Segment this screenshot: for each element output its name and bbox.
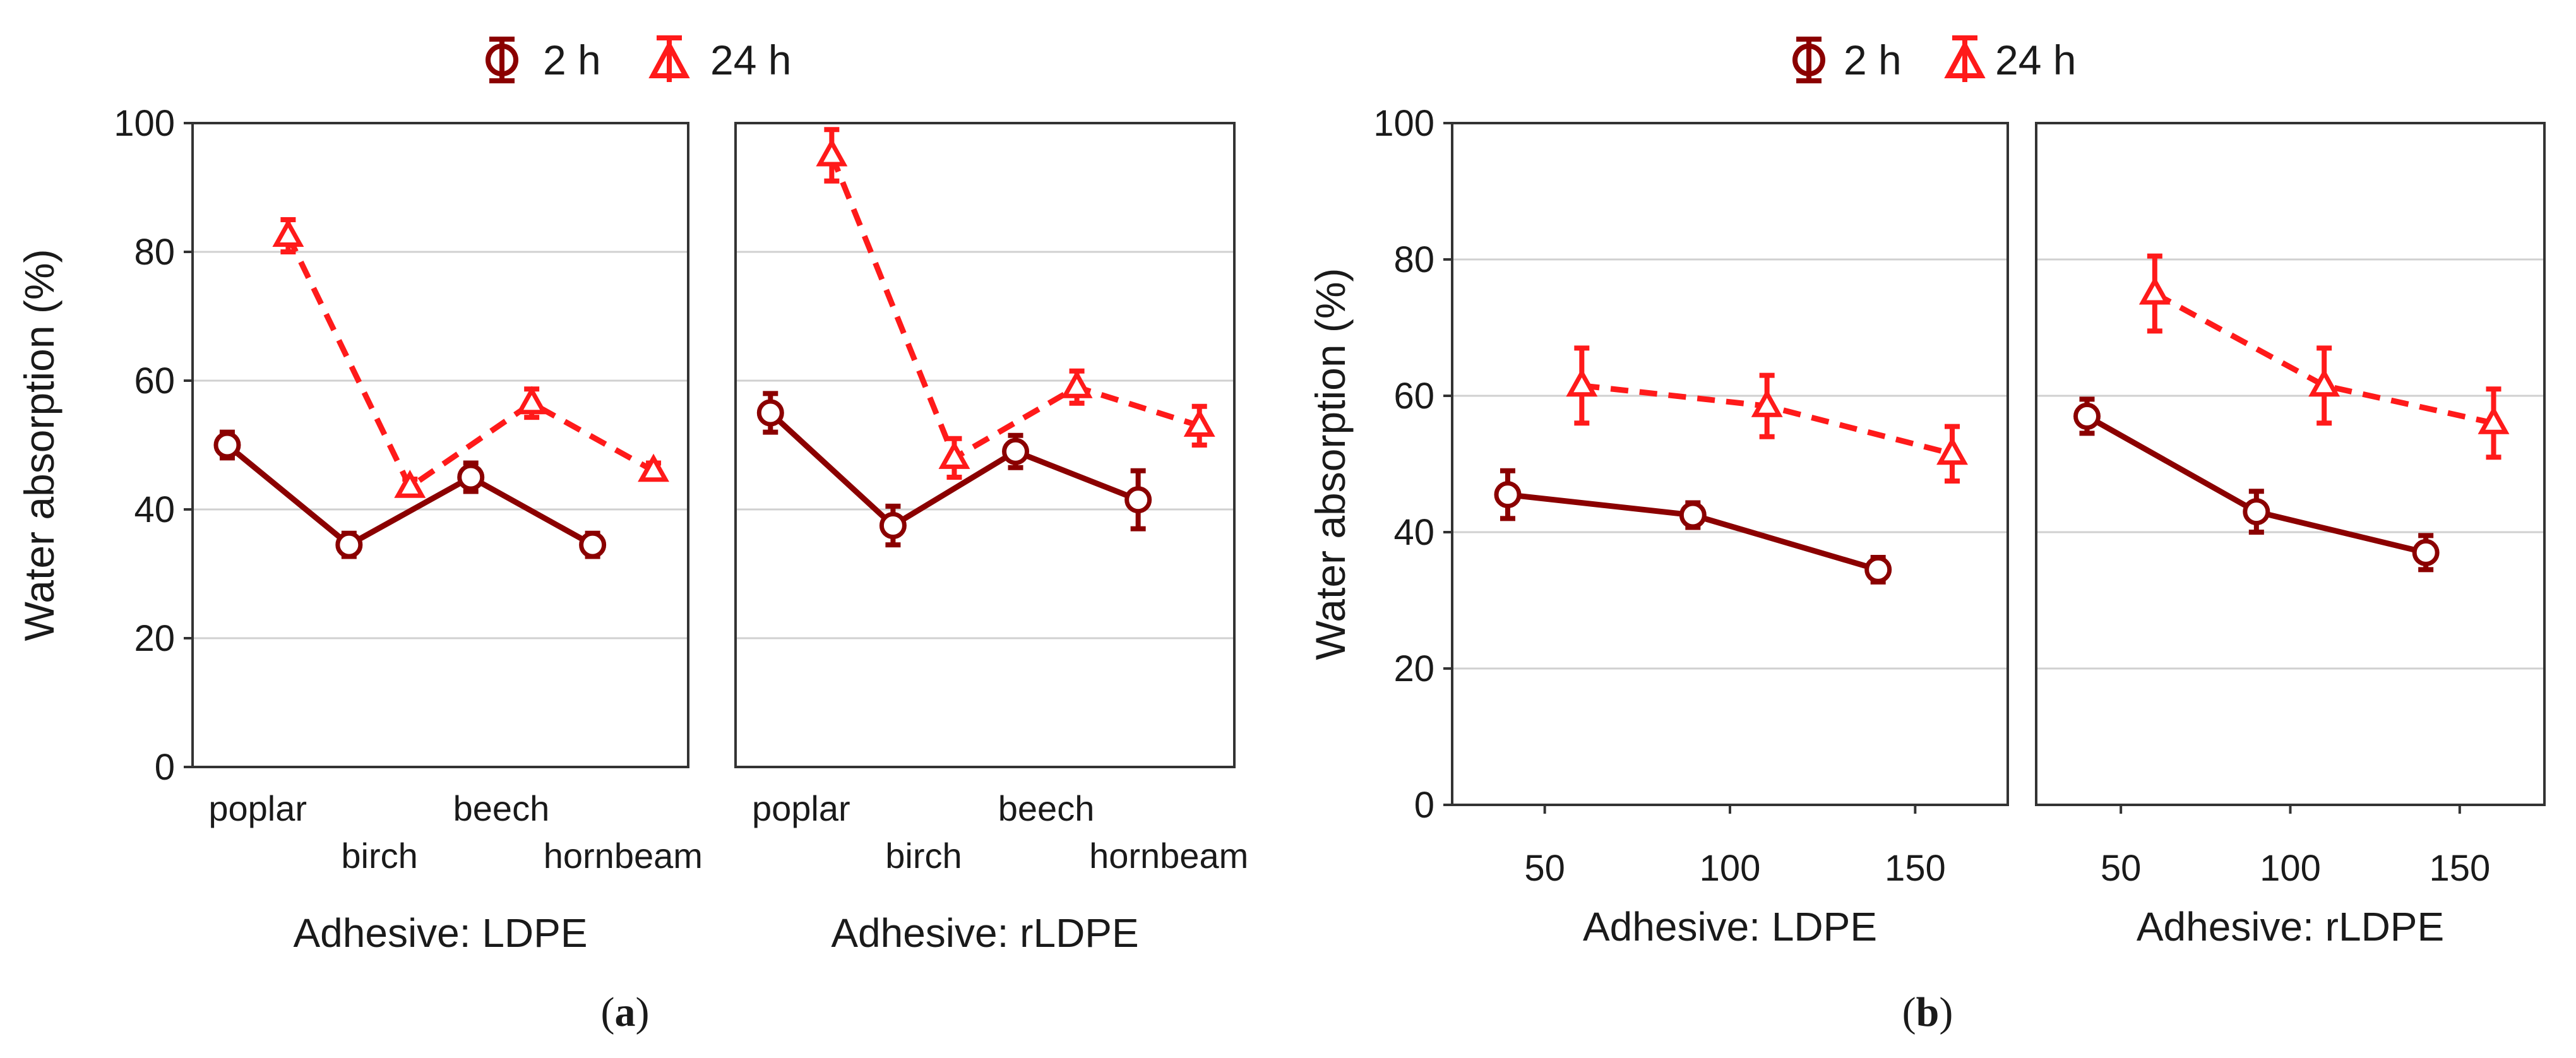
panel-b-ldpe: 0 20 40 60 80 100 Water absorption (%) 50 100 150… <box>1307 103 2009 949</box>
x-category-label: poplar <box>208 788 307 828</box>
data-point-24h <box>816 138 848 167</box>
legend-a: 2 h 24 h <box>486 35 791 83</box>
legend-a-24h-marker <box>648 35 690 82</box>
data-point-24h <box>2138 276 2171 305</box>
x-tick-label: 150 <box>2429 848 2490 889</box>
panel-b-rldpe: 50 100 150 Adhesive: rLDPE <box>2035 122 2546 949</box>
x-category-label: birch <box>341 836 417 876</box>
data-point-24h <box>1751 389 1783 417</box>
caption-b-letter: b <box>1916 989 1940 1035</box>
y-tick-label: 80 <box>1393 239 1434 280</box>
data-point-2h <box>579 531 607 559</box>
data-point-24h <box>272 218 304 247</box>
x-tick-label: 100 <box>2260 848 2321 889</box>
y-tick-label: 100 <box>1373 103 1434 144</box>
data-point-2h <box>1002 437 1030 465</box>
series-line-24h <box>2153 291 2495 426</box>
x-axis-label: Adhesive: rLDPE <box>2137 904 2444 949</box>
data-point-24h <box>938 441 970 469</box>
legend-b-2h-marker <box>1792 37 1825 83</box>
caption-b: (b) <box>1902 989 1953 1035</box>
data-point-2h <box>1864 556 1892 583</box>
series-line-2h <box>768 410 1140 528</box>
series-line-2h <box>225 443 594 548</box>
y-tick-label: 0 <box>155 747 175 788</box>
x-axis-label: Adhesive: LDPE <box>1583 904 1877 949</box>
series-line-24h <box>285 234 655 490</box>
series-line-24h <box>829 154 1201 461</box>
x-category-label: hornbeam <box>1089 836 1248 876</box>
data-point-24h <box>2308 368 2340 397</box>
caption-a: (a) <box>601 989 650 1035</box>
y-tick-label: 40 <box>134 489 175 530</box>
y-tick-label: 40 <box>1393 512 1434 553</box>
x-axis-label: Adhesive: rLDPE <box>831 910 1138 956</box>
legend-b: 2 h 24 h <box>1792 35 2076 83</box>
x-tick-label: 50 <box>2101 848 2142 889</box>
x-category-label: beech <box>453 788 550 828</box>
data-point-2h <box>879 512 907 539</box>
plot-frame <box>2035 122 2546 806</box>
data-point-24h <box>638 453 670 482</box>
data-point-24h <box>1936 436 1968 465</box>
data-point-2h <box>457 463 485 491</box>
data-point-2h <box>1494 481 1522 509</box>
data-point-24h <box>394 470 426 498</box>
x-axis-label: Adhesive: LDPE <box>293 910 587 956</box>
legend-b-24h-label: 24 h <box>1995 37 2076 83</box>
data-point-2h <box>1679 501 1707 529</box>
x-category-label: poplar <box>752 788 850 828</box>
data-point-2h <box>2412 538 2440 566</box>
y-tick-label: 80 <box>134 232 175 273</box>
y-axis-label: Water absorption (%) <box>16 249 63 641</box>
data-point-24h <box>1061 370 1093 398</box>
y-tick-label: 100 <box>114 103 175 144</box>
legend-b-24h-marker <box>1944 35 1986 82</box>
data-point-24h <box>2478 406 2510 434</box>
data-point-24h <box>1183 408 1215 437</box>
data-point-2h <box>756 399 784 427</box>
legend-a-2h-label: 2 h <box>543 37 601 83</box>
data-point-2h <box>335 531 363 559</box>
y-tick-label: 20 <box>1393 648 1434 689</box>
legend-a-2h-marker <box>486 37 518 83</box>
y-axis-label: Water absorption (%) <box>1307 268 1354 660</box>
data-point-2h <box>2243 498 2270 526</box>
x-category-label: birch <box>885 836 962 876</box>
x-category-label: beech <box>998 788 1095 828</box>
data-point-2h <box>213 431 241 459</box>
data-point-24h <box>1566 368 1598 397</box>
x-category-label: hornbeam <box>544 836 703 876</box>
y-tick-label: 60 <box>1393 376 1434 417</box>
y-tick-label: 0 <box>1414 785 1434 826</box>
panel-a-ldpe: 0 20 40 60 80 100 Water absorption (%) poplar bi… <box>16 103 703 956</box>
x-tick-label: 150 <box>1885 848 1946 889</box>
caption-a-letter: a <box>615 989 636 1035</box>
plot-frame <box>191 122 689 768</box>
panel-a-rldpe: poplar birch beech hornbeam Adhesive: rLDPE <box>734 122 1248 956</box>
y-tick-label: 20 <box>134 618 175 659</box>
legend-a-24h-label: 24 h <box>710 37 791 83</box>
x-tick-label: 100 <box>1700 848 1761 889</box>
plot-frame <box>734 122 1236 768</box>
data-point-2h <box>2073 402 2101 430</box>
data-point-2h <box>1124 486 1152 514</box>
x-tick-label: 50 <box>1524 848 1565 889</box>
y-tick-label: 60 <box>134 360 175 401</box>
data-point-24h <box>516 386 548 415</box>
plot-frame <box>1451 122 2009 806</box>
legend-b-2h-label: 2 h <box>1844 37 1902 83</box>
